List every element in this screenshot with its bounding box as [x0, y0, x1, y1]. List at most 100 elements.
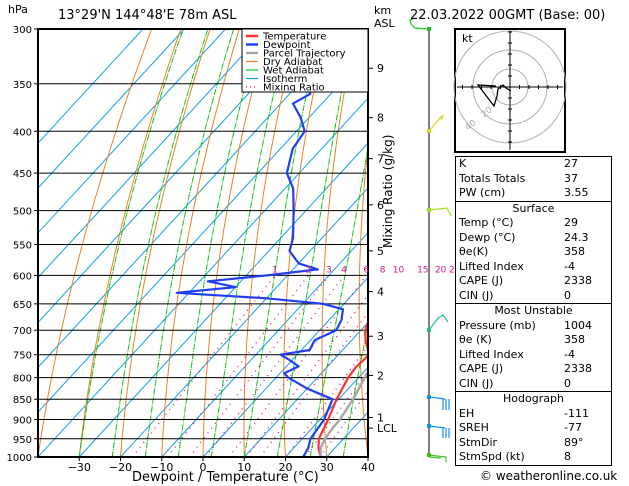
height-tick-label: 3: [377, 330, 384, 343]
temperature-tick-label: 10: [237, 461, 251, 474]
index-row-k: K 27: [456, 157, 611, 172]
mixing-ratio-label: 25: [449, 265, 460, 275]
mixing-ratio-line: [167, 275, 309, 457]
isotherm-line: [38, 29, 268, 279]
mixing-ratio-label: 15: [417, 265, 428, 275]
label: CIN (J): [459, 376, 494, 390]
hodograph-section: Hodograph EH -111 SREH -77 StmDir 89° StmSp…: [456, 391, 611, 465]
temperature-tick-label: −10: [150, 461, 173, 474]
surface-row: Temp (°C) 29: [456, 216, 611, 231]
label: θe (K): [459, 333, 492, 346]
value: 29: [564, 216, 578, 229]
pressure-tick-label: 300: [13, 25, 32, 36]
height-tick-label: 4: [377, 286, 384, 299]
surface-row: CIN (J) 0: [456, 289, 611, 304]
mixing-ratio-label: 20: [435, 265, 447, 275]
isotherm-line: [38, 29, 144, 144]
label: Lifted Index: [459, 347, 524, 361]
isotherm-line: [161, 232, 368, 457]
legend-box: [241, 28, 369, 93]
legend-label: Parcel Trajectory: [263, 49, 346, 60]
surface-row: CAPE (J) 2338: [456, 274, 611, 289]
pressure-tick-label: 500: [13, 207, 32, 218]
pressure-tick-label: 850: [13, 395, 32, 406]
pressure-tick-label: 550: [13, 240, 32, 251]
height-tick-label: LCL: [377, 422, 398, 435]
mixing-ratio-label: 4: [341, 265, 347, 275]
height-tick-label: 8: [377, 112, 384, 125]
value: 2338: [564, 362, 592, 375]
parcel-trajectory-line: [319, 369, 368, 457]
copyright: © weatheronline.co.uk: [480, 469, 618, 483]
wind-barb-dot: [427, 328, 431, 332]
label: CIN (J): [459, 288, 494, 302]
temperature-tick-label: −20: [109, 461, 132, 474]
value: 24.3: [564, 230, 589, 244]
isotherm-line: [38, 52, 368, 413]
value: 358: [564, 245, 585, 258]
hodograph-trace: [476, 84, 512, 108]
height-tick-label: 2: [377, 369, 384, 382]
surface-row: Lifted Index -4: [456, 260, 611, 275]
mixing-ratio-axis-label: Mixing Ratio (g/kg): [381, 134, 395, 248]
label: PW (cm): [459, 186, 506, 199]
label: θe(K): [459, 245, 489, 258]
mixing-ratio-label: 6: [363, 265, 369, 275]
height-tick-label: 7: [377, 153, 384, 166]
height-unit-km: km: [374, 4, 392, 17]
dry-adiabat-line: [120, 29, 211, 457]
hodograph-unit: kt: [462, 32, 473, 45]
dry-adiabat-line: [38, 29, 153, 457]
wind-barb: [428, 396, 450, 410]
value: 0: [564, 288, 571, 302]
surface-title: Surface: [512, 201, 555, 215]
isotherm-line: [285, 366, 368, 457]
wind-barb: [428, 454, 447, 462]
isotherm-line: [38, 97, 368, 457]
isotherm-line: [38, 29, 309, 324]
value: 3.55: [564, 186, 589, 199]
label: Lifted Index: [459, 259, 524, 273]
label: Temp (°C): [459, 216, 514, 229]
legend-label: Temperature: [262, 32, 326, 43]
wind-barb-dot: [427, 424, 431, 428]
most-unstable-section: Most Unstable Pressure (mb) 1004 θe (K) 35…: [456, 303, 611, 391]
most-unstable-title: Most Unstable: [494, 304, 573, 317]
location-title: 13°29'N 144°48'E 78m ASL: [58, 8, 237, 23]
height-tick-label: 5: [377, 245, 384, 258]
x-axis-label: Dewpoint / Temperature (°C): [132, 470, 319, 485]
wind-barb-dot: [427, 453, 431, 457]
isotherm-line: [202, 276, 368, 457]
temperature-line: [317, 318, 368, 457]
temperature-tick-label: 20: [279, 461, 293, 474]
dry-adiabat-line: [161, 29, 240, 457]
mixing-ratio-label: 8: [380, 265, 386, 275]
wind-barb-dot: [427, 129, 431, 133]
label: EH: [459, 406, 475, 420]
surface-row: θe(K) 358: [456, 245, 611, 260]
datetime-title: 22.03.2022 00GMT (Base: 00): [410, 8, 606, 23]
pressure-tick-label: 950: [13, 435, 32, 446]
mu-row: Lifted Index -4: [456, 348, 611, 363]
label: K: [459, 157, 467, 170]
label: StmDir: [459, 435, 498, 449]
mixing-ratio-label: 1: [272, 265, 278, 275]
height-tick-label: 1: [377, 412, 384, 425]
hodo-row: StmDir 89°: [456, 436, 611, 451]
label: StmSpd (kt): [459, 450, 525, 463]
pressure-tick-label: 350: [13, 80, 32, 91]
mu-row: Pressure (mb) 1004: [456, 319, 611, 334]
label: CAPE (J): [459, 362, 504, 375]
hodo-row: EH -111: [456, 407, 611, 422]
label: CAPE (J): [459, 274, 504, 287]
isotherm-line: [120, 187, 368, 457]
pressure-tick-label: 800: [13, 374, 32, 385]
wind-barb-dot: [427, 208, 431, 212]
dry-adiabat-line: [619, 29, 629, 457]
legend-label: Isotherm: [263, 74, 307, 85]
isotherm-line: [78, 142, 368, 457]
pressure-tick-label: 400: [13, 127, 32, 138]
pressure-tick-label: 750: [13, 351, 32, 362]
index-row-totals: Totals Totals 37: [456, 172, 611, 187]
